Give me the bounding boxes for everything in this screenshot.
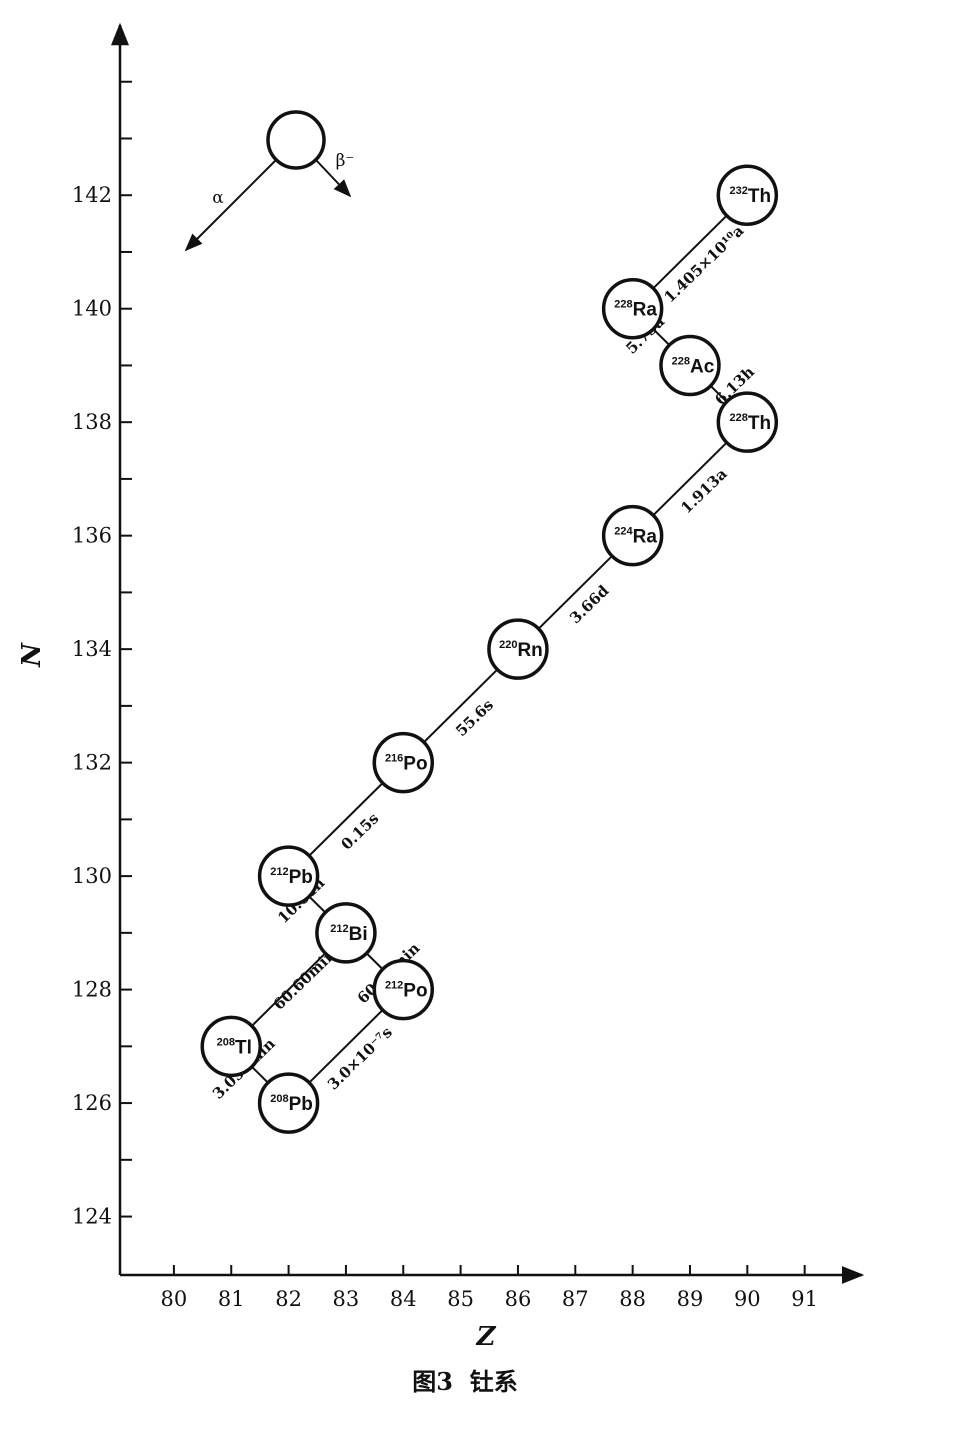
nuclide-label: 216Po <box>385 753 428 775</box>
mass-number: 224 <box>614 526 633 538</box>
x-tick-label: 83 <box>333 1287 360 1311</box>
element-symbol: Th <box>748 413 771 434</box>
x-tick-label: 88 <box>619 1287 646 1311</box>
nuclide <box>659 334 721 397</box>
y-tick-label: 128 <box>72 978 112 1002</box>
nuclide <box>200 1015 262 1078</box>
mass-number: 208 <box>217 1036 235 1048</box>
element-symbol: Po <box>403 754 427 775</box>
nuclide-label: 232Th <box>730 185 772 207</box>
nuclide-label: 208Pb <box>270 1093 313 1115</box>
nuclide <box>372 731 435 794</box>
decay-label: 1.405×10¹⁰a <box>661 221 748 306</box>
x-tick-label: 90 <box>734 1287 761 1311</box>
y-tick-label: 142 <box>72 183 112 207</box>
y-tick-label: 136 <box>72 524 112 548</box>
nuclide <box>257 1072 320 1134</box>
legend: α β⁻ <box>184 110 355 252</box>
y-axis-label: N <box>17 642 47 668</box>
beta-arrow <box>315 159 352 198</box>
nuclide-label: 228Ra <box>614 299 657 321</box>
mass-number: 228 <box>730 412 748 424</box>
legend-node <box>266 110 326 170</box>
nuclide-label: 212Po <box>385 980 428 1002</box>
y-tick-label: 124 <box>72 1205 112 1229</box>
y-tick-label: 140 <box>72 297 112 321</box>
x-tick-label: 89 <box>677 1287 704 1311</box>
nuclide <box>487 618 549 680</box>
beta-label: β⁻ <box>336 151 355 171</box>
x-axis-label: Z <box>476 1322 497 1352</box>
alpha-arrow <box>184 159 277 252</box>
x-tick-label: 85 <box>447 1287 474 1311</box>
decay-label: 3.66d <box>566 581 613 627</box>
element-symbol: Pb <box>289 867 313 888</box>
x-tick-label: 91 <box>791 1287 818 1311</box>
nuclide-label: 212Pb <box>270 866 313 888</box>
nuclide-label: 212Bi <box>330 923 367 945</box>
y-tick-label: 126 <box>72 1091 112 1115</box>
y-tick-label: 130 <box>72 864 112 888</box>
nuclide <box>315 902 377 964</box>
mass-number: 212 <box>330 923 348 935</box>
nuclide <box>601 277 664 340</box>
x-tick-label: 87 <box>562 1287 589 1311</box>
nuclide <box>257 845 320 907</box>
nuclide-label: 220Rn <box>499 639 543 661</box>
y-tick-label: 138 <box>72 410 112 434</box>
mass-number: 228 <box>672 355 690 367</box>
mass-number: 220 <box>499 639 517 651</box>
x-tick-label: 84 <box>390 1287 417 1311</box>
element-symbol: Ra <box>633 527 658 548</box>
mass-number: 212 <box>385 980 403 992</box>
x-tick-label: 80 <box>161 1287 188 1311</box>
element-symbol: Tl <box>235 1037 252 1058</box>
nuclide-label: 224Ra <box>614 526 657 548</box>
nuclide-label: 228Th <box>730 412 772 434</box>
nuclide <box>716 391 779 453</box>
decay-label: 55.6s <box>452 696 497 740</box>
x-tick-label: 81 <box>218 1287 245 1311</box>
nuclide <box>601 504 664 567</box>
nuclide <box>372 958 435 1021</box>
element-symbol: Rn <box>517 640 542 661</box>
x-tick-label: 82 <box>275 1287 302 1311</box>
mass-number: 212 <box>270 866 288 878</box>
y-tick-label: 132 <box>72 751 112 775</box>
y-tick-label: 134 <box>72 637 112 661</box>
nuclide <box>716 164 779 226</box>
mass-number: 216 <box>385 753 403 765</box>
mass-number: 232 <box>730 185 748 197</box>
alpha-label: α <box>212 188 224 208</box>
element-symbol: Bi <box>349 924 368 945</box>
decay-label: 1.913a <box>677 465 730 518</box>
caption: 图3 钍系 <box>412 1367 517 1396</box>
nuclide-label: 228Ac <box>672 355 715 377</box>
decay-label: 0.15s <box>337 809 382 853</box>
element-symbol: Ra <box>633 300 658 321</box>
element-symbol: Th <box>748 186 771 207</box>
element-symbol: Pb <box>289 1094 313 1115</box>
nuclide-label: 208Tl <box>217 1036 252 1058</box>
x-tick-label: 86 <box>505 1287 532 1311</box>
element-symbol: Ac <box>690 356 715 377</box>
mass-number: 208 <box>270 1093 288 1105</box>
element-symbol: Po <box>403 981 427 1002</box>
mass-number: 228 <box>614 299 632 311</box>
